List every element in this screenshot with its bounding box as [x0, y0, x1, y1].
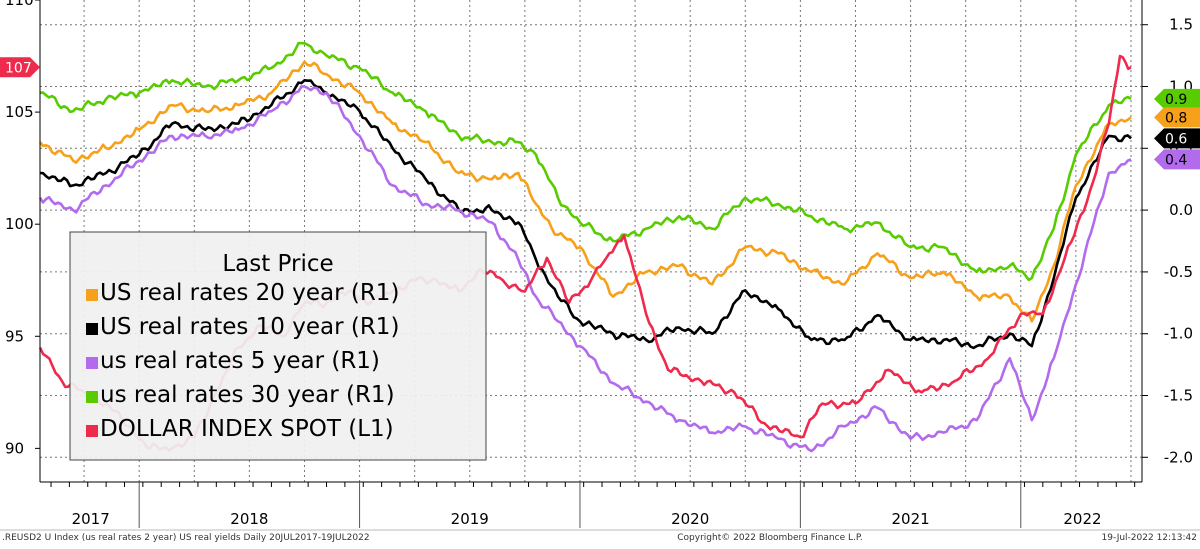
legend-swatch	[86, 425, 98, 437]
legend-swatch	[86, 391, 98, 403]
legend-entry-label: us real rates 5 year (R1)	[100, 348, 380, 374]
left-axis-tick-label: 95	[5, 327, 24, 345]
footer-source: .REUSD2 U Index (us real rates 2 year) U…	[2, 533, 370, 543]
left-axis-tick-label: 105	[5, 103, 34, 121]
axes-layer: 9095100105110-2.0-1.5-1.0-0.50.00.51.01.…	[0, 0, 1200, 531]
grid-layer	[40, 0, 1142, 482]
last-value-tags: 107 0.9 0.8 0.6 0.4	[0, 57, 1200, 170]
footer: .REUSD2 U Index (us real rates 2 year) U…	[2, 533, 1197, 543]
legend-title: Last Price	[222, 251, 333, 277]
last-value-tag	[0, 57, 40, 78]
right-axis-tick-label: -0.5	[1164, 263, 1193, 281]
right-axis-tick-label: 1.5	[1169, 16, 1193, 34]
left-axis-tick-label: 100	[5, 215, 34, 233]
legend-entry-label: US real rates 20 year (R1)	[100, 280, 399, 306]
right-axis-tick-label: -1.5	[1164, 386, 1193, 404]
year-label: 2019	[451, 510, 489, 528]
legend-swatch	[86, 323, 98, 335]
right-axis-tick-label: 0.0	[1169, 201, 1193, 219]
footer-copyright: Copyright© 2022 Bloomberg Finance L.P.	[677, 533, 862, 543]
last-value-tag	[1154, 88, 1200, 109]
last-value-tag-label: 107	[5, 60, 32, 76]
last-value-tag-label: 0.9	[1165, 92, 1187, 108]
legend-entry-label: US real rates 10 year (R1)	[100, 314, 399, 340]
series-line	[38, 60, 1132, 323]
year-label: 2020	[671, 510, 709, 528]
legend-entry-label: us real rates 30 year (R1)	[100, 382, 395, 408]
right-axis-tick-label: -2.0	[1164, 448, 1193, 466]
legend-entry-label: DOLLAR INDEX SPOT (L1)	[100, 416, 394, 442]
year-label: 2018	[230, 510, 268, 528]
series-line	[39, 41, 1132, 282]
legend: Last Price US real rates 20 year (R1)US …	[69, 231, 487, 461]
left-axis-tick-label: 90	[5, 439, 24, 457]
last-value-tag	[1154, 149, 1200, 170]
legend-items: US real rates 20 year (R1) US real rates …	[86, 280, 399, 442]
series-line	[39, 79, 1132, 350]
legend-box	[69, 231, 487, 461]
last-value-tag	[1154, 128, 1200, 149]
year-label: 2022	[1063, 510, 1101, 528]
last-value-tag-label: 0.6	[1165, 131, 1187, 147]
last-value-tag	[1154, 107, 1200, 128]
legend-swatch	[86, 357, 98, 369]
series-line	[38, 85, 1132, 453]
last-value-tag-label: 0.8	[1165, 110, 1187, 126]
right-axis-tick-label: -1.0	[1164, 325, 1193, 343]
footer-timestamp: 19-Jul-2022 12:13:42	[1102, 533, 1198, 543]
left-axis-tick-label: 110	[5, 0, 34, 9]
legend-swatch	[86, 289, 98, 301]
year-label: 2021	[891, 510, 929, 528]
last-value-tag-label: 0.4	[1165, 152, 1187, 168]
year-label: 2017	[72, 510, 110, 528]
